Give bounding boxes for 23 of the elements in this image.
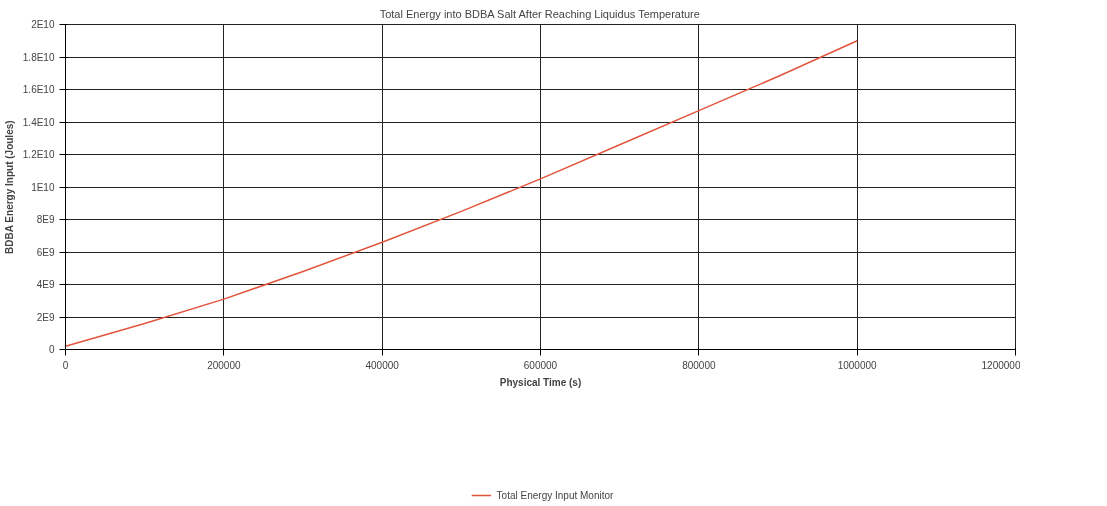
y-tick-label: 2E9 — [36, 311, 55, 323]
x-tick-label: 800000 — [682, 359, 716, 371]
y-tick-label: 1.6E10 — [22, 84, 55, 95]
x-tick-label: 0 — [62, 359, 69, 371]
y-tick-label: 1.8E10 — [22, 51, 55, 63]
x-axis-title: Physical Time (s) — [499, 376, 582, 388]
y-tick-label: 2E10 — [31, 19, 55, 30]
line-series — [65, 40, 858, 347]
x-tick-label: 1200000 — [981, 359, 1021, 371]
x-tick-label: 1000000 — [837, 359, 878, 371]
y-tick-label: 6E9 — [36, 246, 55, 258]
chart-title: Total Energy into BDBA Salt After Reaching Liquidus Temperature — [379, 7, 700, 20]
y-axis-title: BDBA Energy Input (Joules) — [3, 120, 15, 254]
y-tick-label: 1.2E10 — [22, 149, 55, 160]
y-tick-label: 1E10 — [31, 181, 55, 193]
y-tick-label: 8E9 — [36, 214, 55, 225]
legend-label: Total Energy Input Monitor — [496, 489, 614, 501]
y-tick-label: 0 — [48, 344, 55, 355]
y-tick-label: 1.4E10 — [22, 116, 55, 128]
x-tick-label: 200000 — [207, 359, 241, 371]
x-tick-label: 600000 — [523, 359, 558, 371]
y-tick-label: 4E9 — [36, 279, 55, 290]
x-tick-label: 400000 — [365, 359, 400, 371]
